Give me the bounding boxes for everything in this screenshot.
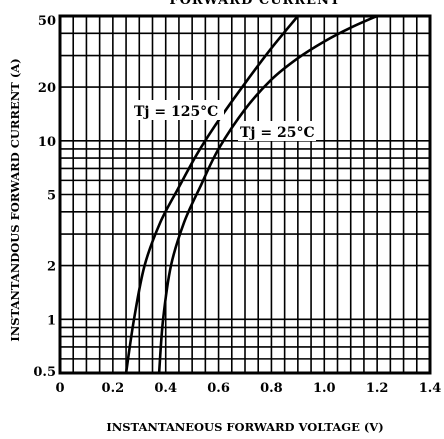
y-tick-label: 20	[38, 81, 56, 96]
y-axis-label: INSTANTANDOUS FORWARD CURRENT (A)	[8, 58, 22, 341]
x-tick-label: 1.2	[366, 381, 389, 396]
x-tick-label: 1.0	[313, 381, 336, 396]
x-tick-label: 0	[55, 381, 64, 396]
chart-title: FORWARD CURRENT	[169, 0, 340, 8]
y-tick-label: 50	[38, 14, 56, 29]
y-tick-label: 1	[47, 313, 56, 328]
y-tick-label: 2	[47, 260, 56, 275]
grid	[60, 16, 430, 373]
curves	[124, 14, 379, 375]
y-tick-label: 5	[47, 189, 56, 204]
x-tick-labels: 0 0.2 0.4 0.6 0.8 1.0 1.2 1.4	[55, 381, 441, 396]
x-tick-label: 0.2	[102, 381, 125, 396]
series-label-125c: Tj = 125°C	[134, 104, 218, 120]
series-label-25c: Tj = 25°C	[240, 125, 315, 141]
y-tick-labels: 0.5 1 2 5 10 20 50	[33, 14, 56, 380]
curve-labels: Tj = 125°C Tj = 25°C	[132, 100, 316, 141]
plot-frame	[58, 14, 432, 375]
series-line-25c	[157, 14, 379, 375]
x-tick-label: 0.4	[154, 381, 177, 396]
x-tick-label: 0.6	[207, 381, 230, 396]
x-axis-label: INSTANTANEOUS FORWARD VOLTAGE (V)	[106, 420, 383, 434]
y-tick-label: 0.5	[33, 365, 56, 380]
x-tick-label: 0.8	[260, 381, 283, 396]
y-tick-label: 10	[38, 135, 56, 150]
series-line-125c	[124, 14, 300, 375]
x-tick-label: 1.4	[419, 381, 442, 396]
